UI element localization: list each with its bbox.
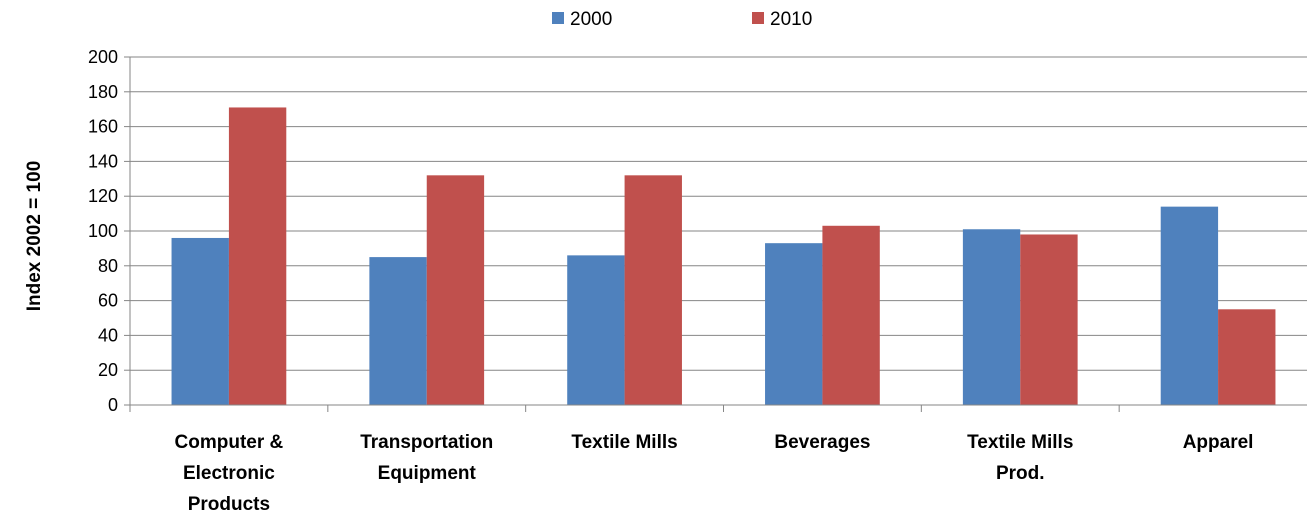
bar-2000-5	[1160, 206, 1219, 405]
category-label: Products	[188, 494, 270, 515]
y-tick-label: 60	[98, 291, 118, 311]
bars	[171, 107, 1276, 406]
y-tick-labels: 0 20 40 60 80 100 120 140 160 180 200	[88, 47, 118, 415]
y-tick-label: 20	[98, 360, 118, 380]
y-tick-label: 120	[88, 186, 118, 206]
category-labels: Computer & Electronic Products Transportati…	[175, 432, 1254, 515]
bar-2000-0	[171, 237, 229, 405]
legend: 2000 2010	[552, 9, 812, 30]
y-tick-label: 100	[88, 221, 118, 241]
category-label: Equipment	[378, 463, 477, 484]
y-tick-label: 40	[98, 325, 118, 345]
axes	[124, 56, 1307, 412]
legend-swatch-2000	[552, 12, 564, 24]
y-tick-label: 160	[88, 117, 118, 137]
category-label: Textile Mills	[571, 432, 677, 453]
y-tick-label: 200	[88, 47, 118, 67]
bar-2010-4	[1020, 234, 1078, 405]
y-tick-label: 80	[98, 256, 118, 276]
bar-2010-5	[1218, 309, 1276, 405]
category-label: Electronic	[183, 463, 275, 484]
bar-2010-2	[624, 175, 682, 405]
legend-swatch-2010	[752, 12, 764, 24]
category-label: Apparel	[1183, 432, 1254, 453]
bar-2000-1	[369, 257, 427, 405]
y-tick-label: 0	[108, 395, 118, 415]
bar-2000-2	[567, 255, 625, 405]
y-tick-label: 180	[88, 82, 118, 102]
legend-label: 2010	[770, 9, 812, 30]
category-label: Beverages	[774, 432, 870, 453]
category-label: Textile Mills	[967, 432, 1073, 453]
bar-2010-3	[822, 225, 880, 405]
bar-2010-1	[426, 175, 485, 405]
category-label: Prod.	[996, 463, 1045, 484]
y-axis-title: Index 2002 = 100	[24, 161, 45, 312]
bar-2010-0	[228, 107, 287, 406]
bar-2000-3	[765, 243, 823, 405]
legend-label: 2000	[570, 9, 612, 30]
y-tick-label: 140	[88, 151, 118, 171]
bar-2000-4	[962, 229, 1021, 405]
category-label: Computer &	[175, 432, 284, 453]
category-label: Transportation	[360, 432, 493, 453]
gridlines	[130, 56, 1307, 371]
